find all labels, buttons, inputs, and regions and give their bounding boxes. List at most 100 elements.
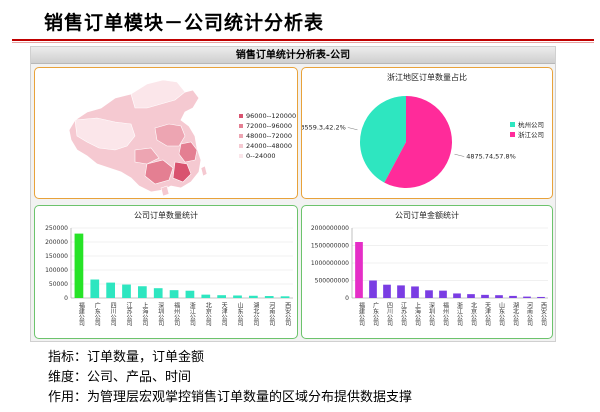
info-purpose: 作用：为管理层宏观掌控销售订单数量的区域分布提供数据支撑 — [48, 390, 413, 405]
map-legend-item: 0--24000 — [239, 152, 276, 160]
bar[interactable] — [248, 295, 258, 298]
x-tick-label: 福建公司 — [77, 301, 84, 326]
y-tick-label: 2000000000 — [311, 225, 349, 232]
y-tick-label: 500000000 — [315, 278, 350, 285]
bar[interactable] — [201, 294, 211, 298]
x-tick-label: 河南公司 — [268, 301, 275, 326]
order-amount-chart: 0 500000000 1000000000 1500000000 2000000000… — [311, 225, 548, 326]
slide-title: 销售订单模块－公司统计分析表 — [44, 12, 325, 34]
order-count-chart: 0 50000 100000 150000 200000 250000 福建公司 广东公司 四川… — [45, 225, 293, 326]
bar[interactable] — [264, 296, 274, 298]
map-legend-swatch — [239, 154, 243, 158]
bar[interactable] — [523, 296, 531, 298]
map-legend-swatch — [239, 114, 243, 118]
bar[interactable] — [217, 295, 227, 298]
bar[interactable] — [411, 286, 419, 298]
bar[interactable] — [481, 294, 489, 298]
pie-data-label: 3559.3,42.2% — [302, 123, 346, 131]
x-tick-label: 福建公司 — [358, 301, 365, 326]
map-legend-label: 96000--120000 — [246, 112, 297, 120]
bar[interactable] — [397, 285, 405, 298]
x-tick-label: 四川公司 — [386, 302, 393, 326]
order-count-panel: 公司订单数量统计 0 50000 100000 150000 200000 250000 福… — [34, 205, 298, 339]
x-tick-label: 上海公司 — [141, 301, 148, 326]
china-map[interactable] — [35, 68, 298, 199]
map-legend-label: 0--24000 — [246, 152, 276, 160]
map-legend-swatch — [239, 124, 243, 128]
x-tick-label: 上海公司 — [414, 301, 421, 326]
map-legend-swatch — [239, 144, 243, 148]
bar[interactable] — [185, 290, 195, 298]
x-tick-label: 四川公司 — [109, 302, 116, 326]
x-tick-label: 浙江公司 — [456, 301, 463, 326]
x-tick-label: 西安公司 — [540, 302, 547, 326]
x-tick-label: 北京公司 — [470, 301, 477, 326]
x-tick-label: 福州公司 — [442, 301, 449, 326]
bar[interactable] — [509, 295, 517, 298]
map-legend-item: 48000--72000 — [239, 132, 292, 140]
x-tick-label: 广东公司 — [93, 301, 100, 326]
dashboard: 销售订单统计分析表-公司 96000--120000 72000--96000 48… — [30, 46, 556, 342]
y-tick-label: 1000000000 — [311, 260, 349, 267]
info-metrics: 指标：订单数量，订单金额 — [48, 350, 205, 365]
bar[interactable] — [425, 290, 433, 298]
y-tick-label: 200000 — [45, 239, 68, 246]
bar[interactable] — [106, 282, 116, 298]
x-tick-label: 福州公司 — [173, 301, 180, 326]
pie-slice[interactable] — [360, 96, 406, 183]
bar[interactable] — [169, 290, 179, 298]
map-legend-item: 72000--96000 — [239, 122, 292, 130]
x-tick-label: 深圳公司 — [428, 301, 435, 326]
x-tick-label: 广东公司 — [372, 301, 379, 326]
y-tick-label: 150000 — [45, 253, 68, 260]
order-count-chart-title: 公司订单数量统计 — [134, 211, 198, 220]
y-tick-label: 0 — [345, 295, 349, 302]
x-tick-label: 山东公司 — [498, 301, 505, 326]
bar[interactable] — [439, 290, 447, 298]
bar[interactable] — [355, 242, 363, 298]
bar[interactable] — [233, 295, 242, 298]
map-panel: 96000--120000 72000--96000 48000--72000 240… — [34, 67, 298, 199]
map-legend-label: 72000--96000 — [246, 122, 293, 130]
bar[interactable] — [495, 295, 503, 298]
map-legend-item: 24000--48000 — [239, 142, 292, 150]
y-tick-label: 0 — [64, 295, 68, 302]
bar[interactable] — [467, 294, 475, 298]
title-rule-secondary — [12, 42, 594, 43]
x-tick-label: 江苏公司 — [125, 302, 132, 326]
pie-data-label: 4875.74,57.8% — [466, 153, 516, 161]
pie-chart-title: 浙江地区订单数量占比 — [387, 73, 467, 82]
pie-leader-line — [347, 127, 358, 131]
info-dimensions: 维度：公司、产品、时间 — [48, 370, 192, 385]
pie-legend-label: 杭州公司 — [518, 120, 544, 129]
dashboard-title: 销售订单统计分析表-公司 — [31, 47, 555, 64]
x-tick-label: 西安公司 — [284, 302, 291, 326]
bar[interactable] — [280, 296, 290, 298]
pie-leader-line — [454, 153, 465, 157]
bar[interactable] — [383, 284, 391, 298]
y-tick-label: 1500000000 — [311, 243, 349, 250]
x-tick-label: 深圳公司 — [157, 301, 164, 326]
bar[interactable] — [137, 286, 147, 298]
x-tick-label: 北京公司 — [204, 301, 211, 326]
map-legend-label: 24000--48000 — [246, 142, 293, 150]
order-amount-chart-title: 公司订单金额统计 — [395, 211, 459, 220]
pie-legend-label: 浙江公司 — [518, 130, 544, 139]
bar[interactable] — [90, 279, 100, 298]
bar[interactable] — [537, 296, 545, 298]
x-tick-label: 天津公司 — [484, 302, 491, 326]
x-tick-label: 湖北公司 — [252, 301, 259, 326]
bar[interactable] — [369, 280, 377, 299]
order-amount-panel: 公司订单金额统计 0 500000000 1000000000 1500000000 2… — [301, 205, 553, 339]
x-tick-label: 湖北公司 — [512, 301, 519, 326]
bar[interactable] — [153, 288, 163, 298]
bar[interactable] — [453, 293, 461, 298]
x-tick-label: 江苏公司 — [400, 302, 407, 326]
x-tick-label: 浙江公司 — [188, 301, 195, 326]
map-legend-swatch — [239, 134, 243, 138]
x-tick-label: 天津公司 — [220, 302, 227, 326]
bar[interactable] — [122, 284, 131, 298]
x-tick-label: 河南公司 — [526, 301, 533, 326]
pie-slice[interactable] — [384, 96, 452, 188]
bar[interactable] — [74, 233, 84, 298]
